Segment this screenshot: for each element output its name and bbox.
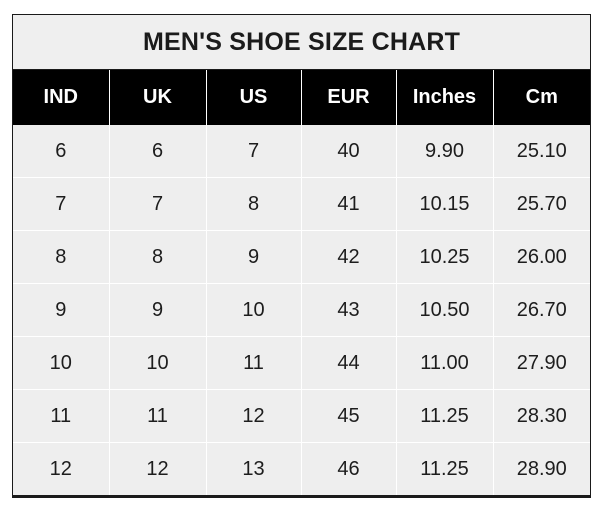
cell-inches: 11.25	[396, 389, 494, 443]
cell-inches: 11.25	[396, 442, 494, 495]
cell-ind: 6	[13, 125, 110, 178]
table-body: 6 6 7 40 9.90 25.10 7 7 8 41 10.15 25.70…	[13, 125, 590, 495]
cell-eur: 44	[301, 336, 397, 390]
cell-inches: 10.50	[396, 283, 494, 337]
cell-inches: 10.15	[396, 177, 494, 231]
table-row: 12 12 13 46 11.25 28.90	[13, 442, 590, 495]
column-header-ind: IND	[13, 70, 110, 125]
cell-cm: 28.30	[493, 389, 590, 443]
cell-cm: 26.70	[493, 283, 590, 337]
cell-eur: 42	[301, 230, 397, 284]
size-chart-table: IND UK US EUR Inches Cm 6 6 7 40 9.90 25…	[13, 70, 590, 495]
table-row: 11 11 12 45 11.25 28.30	[13, 389, 590, 443]
cell-cm: 25.70	[493, 177, 590, 231]
cell-us: 8	[206, 177, 302, 231]
cell-us: 7	[206, 125, 302, 178]
cell-uk: 11	[109, 389, 207, 443]
column-header-uk: UK	[109, 70, 207, 125]
cell-inches: 10.25	[396, 230, 494, 284]
table-row: 6 6 7 40 9.90 25.10	[13, 125, 590, 178]
cell-ind: 12	[13, 442, 110, 495]
cell-ind: 11	[13, 389, 110, 443]
cell-cm: 27.90	[493, 336, 590, 390]
cell-inches: 9.90	[396, 125, 494, 178]
cell-eur: 46	[301, 442, 397, 495]
cell-us: 12	[206, 389, 302, 443]
column-header-cm: Cm	[493, 70, 590, 125]
cell-inches: 11.00	[396, 336, 494, 390]
table-header: IND UK US EUR Inches Cm	[13, 70, 590, 125]
table-row: 7 7 8 41 10.15 25.70	[13, 177, 590, 231]
cell-uk: 6	[109, 125, 207, 178]
cell-cm: 28.90	[493, 442, 590, 495]
cell-eur: 41	[301, 177, 397, 231]
table-row: 10 10 11 44 11.00 27.90	[13, 336, 590, 390]
cell-uk: 9	[109, 283, 207, 337]
cell-us: 13	[206, 442, 302, 495]
table-header-row: IND UK US EUR Inches Cm	[13, 70, 590, 125]
cell-cm: 26.00	[493, 230, 590, 284]
column-header-inches: Inches	[396, 70, 494, 125]
chart-title: MEN'S SHOE SIZE CHART	[13, 15, 590, 70]
cell-cm: 25.10	[493, 125, 590, 178]
column-header-us: US	[206, 70, 302, 125]
table-row: 8 8 9 42 10.25 26.00	[13, 230, 590, 284]
cell-ind: 9	[13, 283, 110, 337]
column-header-eur: EUR	[301, 70, 397, 125]
cell-eur: 40	[301, 125, 397, 178]
cell-us: 9	[206, 230, 302, 284]
cell-eur: 45	[301, 389, 397, 443]
cell-ind: 10	[13, 336, 110, 390]
cell-eur: 43	[301, 283, 397, 337]
cell-uk: 8	[109, 230, 207, 284]
size-chart-container: MEN'S SHOE SIZE CHART IND UK US EUR Inch…	[12, 14, 591, 498]
cell-ind: 7	[13, 177, 110, 231]
cell-us: 11	[206, 336, 302, 390]
cell-uk: 12	[109, 442, 207, 495]
cell-us: 10	[206, 283, 302, 337]
cell-ind: 8	[13, 230, 110, 284]
cell-uk: 10	[109, 336, 207, 390]
table-row: 9 9 10 43 10.50 26.70	[13, 283, 590, 337]
cell-uk: 7	[109, 177, 207, 231]
